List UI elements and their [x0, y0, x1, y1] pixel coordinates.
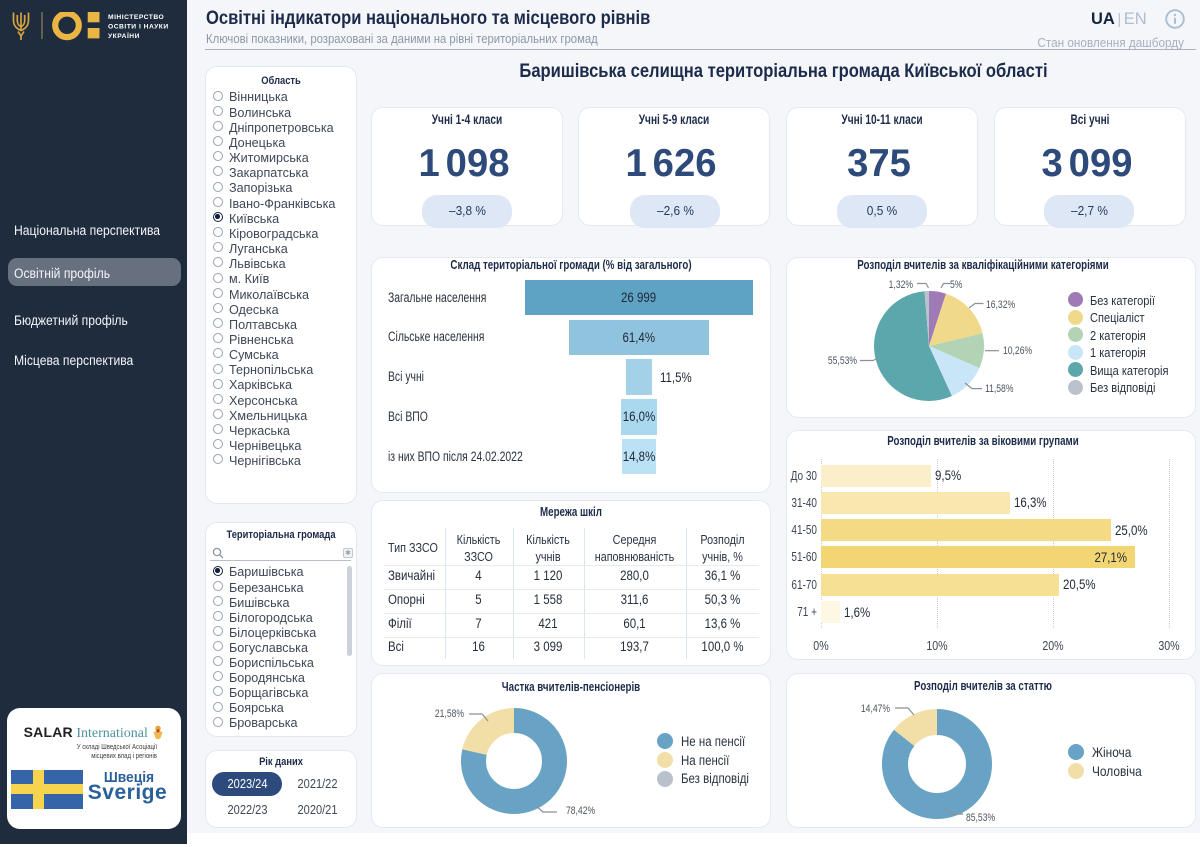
svg-text:МІНІСТЕРСТВО: МІНІСТЕРСТВО [108, 14, 164, 21]
svg-text:ОСВІТИ І НАУКИ: ОСВІТИ І НАУКИ [108, 24, 169, 31]
svg-text:УКРАЇНИ: УКРАЇНИ [108, 32, 140, 40]
